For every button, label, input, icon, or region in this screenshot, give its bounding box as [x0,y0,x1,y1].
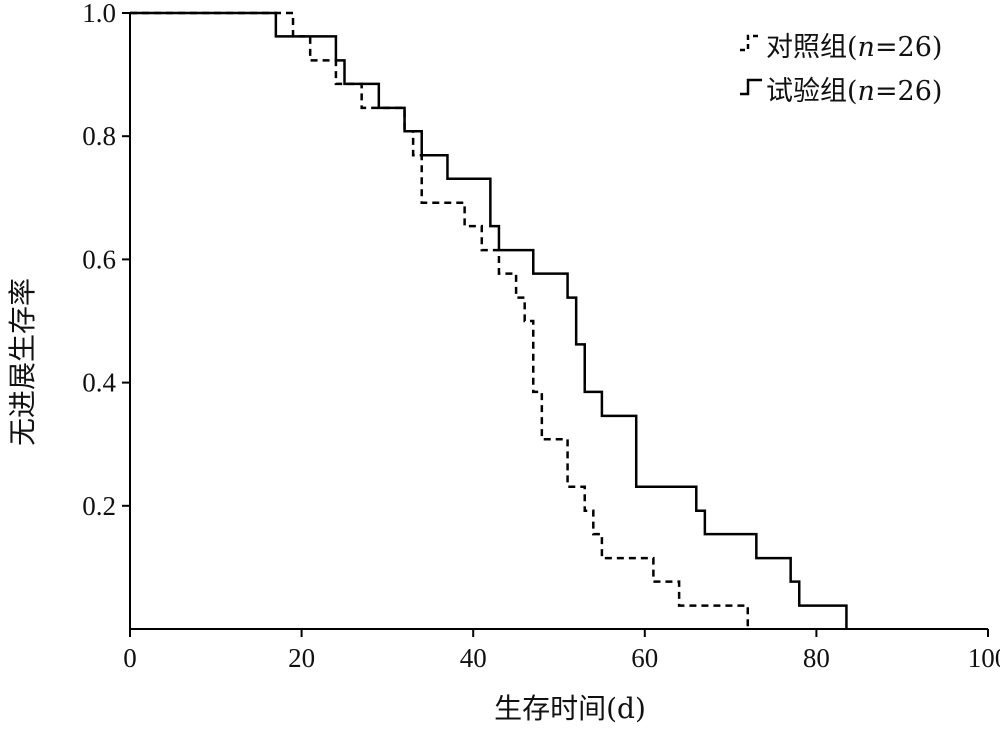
legend-label-prefix: 试验组( [766,76,858,107]
trial-group-curve [130,11,848,629]
x-tick-label: 80 [803,643,830,673]
legend-label-prefix: 对照组( [766,32,858,63]
legend-label-suffix: =26) [875,76,943,107]
y-tick-label: 0.6 [82,244,116,274]
y-axis-title: 无进展生存率 [6,278,39,446]
y-tick-label: 1.0 [82,0,116,28]
x-axis-title: 生存时间(d) [494,692,646,725]
series-layer [130,11,848,629]
legend-label-n: n [858,76,875,107]
legend-label-suffix: =26) [875,32,943,63]
x-tick-label: 20 [288,643,315,673]
x-tick-label: 40 [460,643,487,673]
y-tick-label: 0.8 [82,121,116,151]
legend-label: 对照组(n=26) [766,32,942,63]
x-tick-label: 100 [968,643,1000,673]
axes [129,13,988,630]
y-tick-label: 0.2 [82,491,116,521]
ticks: 0 20 40 60 80 100 0.2 0.4 0.6 0.8 1.0 [82,0,1000,673]
legend-symbol [740,34,762,52]
legend-label-n: n [858,32,875,63]
x-tick-label: 60 [631,643,658,673]
x-tick-label: 0 [123,643,137,673]
control-group-curve [130,11,750,629]
y-tick-label: 0.4 [82,368,116,398]
legend: 对照组(n=26)试验组(n=26) [740,32,942,107]
legend-label: 试验组(n=26) [766,76,942,107]
legend-symbol [740,78,762,96]
